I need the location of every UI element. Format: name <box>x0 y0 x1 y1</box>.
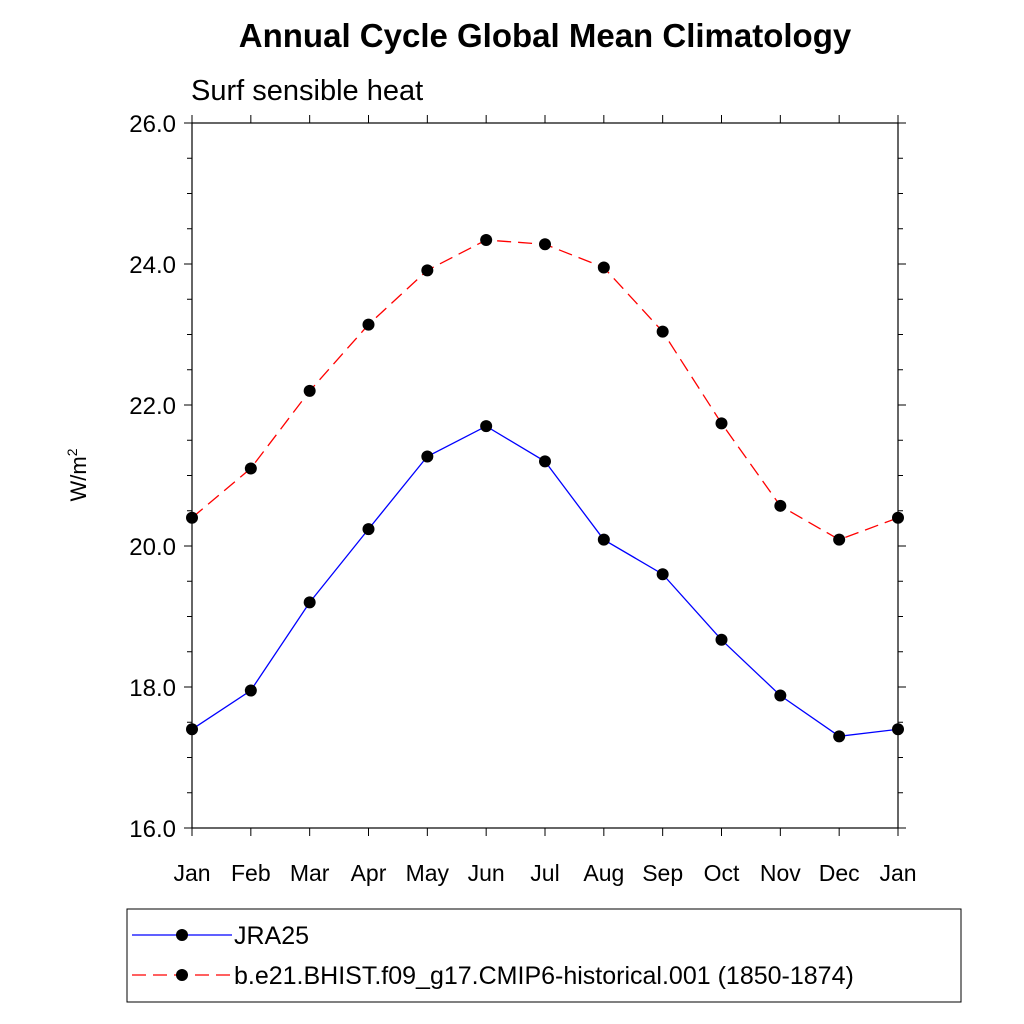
y-tick-label: 24.0 <box>129 252 176 279</box>
x-tick-label: May <box>406 860 450 886</box>
x-tick-label: Apr <box>351 860 387 886</box>
chart-subtitle: Surf sensible heat <box>191 75 423 107</box>
x-tick-label: Jan <box>879 860 916 886</box>
legend: JRA25 b.e21.BHIST.f09_g17.CMIP6-historica… <box>132 922 854 990</box>
x-tick-label: Jun <box>468 860 505 886</box>
x-tick-label: Mar <box>290 860 330 886</box>
series-1-point <box>597 261 610 274</box>
series-1-point <box>421 264 434 277</box>
series-0-point <box>539 455 551 468</box>
y-tick-label: 16.0 <box>129 816 176 843</box>
series-0 <box>186 420 904 743</box>
legend-label-0: JRA25 <box>234 922 309 950</box>
chart-title: Annual Cycle Global Mean Climatology <box>239 17 852 54</box>
series-line-0 <box>191 425 899 737</box>
series-1-point <box>656 325 669 338</box>
series-0-point <box>421 450 434 463</box>
legend-marker-1 <box>176 969 188 981</box>
series-0-point <box>774 689 787 702</box>
legend-box <box>126 908 962 1003</box>
x-tick-label: Oct <box>704 860 740 886</box>
y-axis-label: W/m2 <box>64 448 91 501</box>
series-1-point <box>539 238 551 251</box>
y-tick-label: 18.0 <box>129 675 176 702</box>
series-line-1 <box>191 239 899 541</box>
x-tick-label: Jul <box>530 860 559 886</box>
series-1-point <box>480 234 493 247</box>
series-0-point <box>244 684 257 697</box>
series-1-point <box>186 511 198 524</box>
series-0-point <box>892 723 904 736</box>
series-1 <box>186 234 904 546</box>
series-1-point <box>244 462 257 475</box>
series-1-point <box>892 511 904 524</box>
series-0-point <box>480 420 493 433</box>
series-0-point <box>186 723 198 736</box>
series-1-point <box>362 318 375 331</box>
series-1-point <box>774 499 787 512</box>
series-0-point <box>362 523 375 536</box>
y-axis-label-base: W/m <box>66 456 91 501</box>
series-0-point <box>303 596 316 609</box>
series-1-point <box>303 384 316 397</box>
x-tick-label: Jan <box>173 860 210 886</box>
series-1-point <box>715 417 728 430</box>
series-1-point <box>833 533 846 546</box>
y-tick-label: 20.0 <box>129 534 176 561</box>
legend-label-1: b.e21.BHIST.f09_g17.CMIP6-historical.001… <box>234 962 854 990</box>
y-tick-label: 22.0 <box>129 393 176 420</box>
series-0-point <box>597 533 610 546</box>
legend-marker-0 <box>176 929 188 941</box>
y-axis-label-superscript: 2 <box>64 448 80 456</box>
x-tick-label: Feb <box>231 860 271 886</box>
series-0-point <box>715 633 728 646</box>
x-tick-label: Sep <box>642 860 683 886</box>
series-0-point <box>833 730 846 743</box>
x-tick-label: Nov <box>760 860 801 886</box>
series-0-point <box>656 568 669 581</box>
axis-ticks: 16.0 18.0 20.0 22.0 24.0 26.0 Jan Feb Mar Apr May J… <box>129 111 916 886</box>
x-tick-label: Dec <box>819 860 860 886</box>
data-series <box>186 234 904 743</box>
x-tick-label: Aug <box>583 860 624 886</box>
plot-frame <box>191 122 899 829</box>
y-tick-label: 26.0 <box>129 111 176 138</box>
